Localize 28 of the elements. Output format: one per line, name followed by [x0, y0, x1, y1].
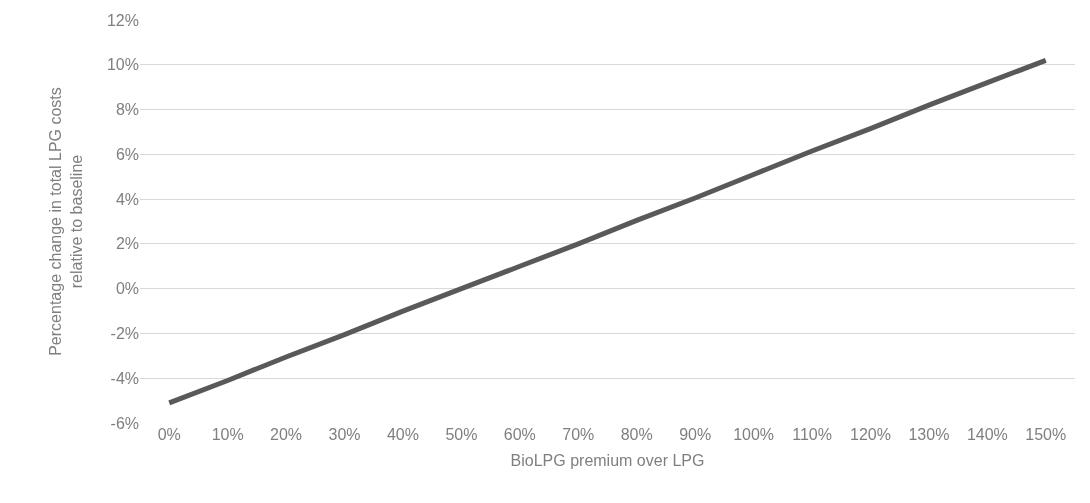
y-tick-label: 10% [106, 56, 139, 74]
y-tick-label: -6% [110, 414, 139, 432]
x-tick-label: 90% [679, 426, 712, 443]
x-tick-label: 0% [157, 426, 181, 443]
y-tick-label: 12% [106, 11, 139, 29]
x-tick-label: 50% [445, 426, 478, 443]
x-tick-label: 130% [908, 426, 950, 443]
x-axis-title: BioLPG premium over LPG [510, 451, 705, 469]
x-tick-label: 10% [211, 426, 244, 443]
y-tick-label: 2% [115, 235, 139, 253]
x-tick-label: 70% [562, 426, 595, 443]
x-tick-label: 140% [966, 426, 1008, 443]
x-tick-label: 40% [386, 426, 419, 443]
y-tick-label: -4% [110, 369, 139, 387]
x-tick-label: 110% [792, 426, 832, 443]
x-tick-label: 30% [328, 426, 361, 443]
x-tick-label: 120% [850, 426, 891, 443]
y-tick-label: 4% [115, 190, 139, 208]
y-tick-label: -2% [110, 325, 139, 343]
x-tick-label: 150% [1025, 426, 1067, 443]
y-tick-label: 6% [115, 145, 139, 163]
y-axis-title: Percentage change in total LPG costs relative to baseline [47, 87, 85, 356]
x-tick-label: 100% [733, 426, 775, 443]
x-tick-label: 60% [503, 426, 536, 443]
y-tick-label: 0% [115, 280, 139, 298]
x-tick-label: 80% [620, 426, 653, 443]
x-tick-label: 20% [270, 426, 303, 443]
y-tick-label: 8% [115, 101, 139, 119]
